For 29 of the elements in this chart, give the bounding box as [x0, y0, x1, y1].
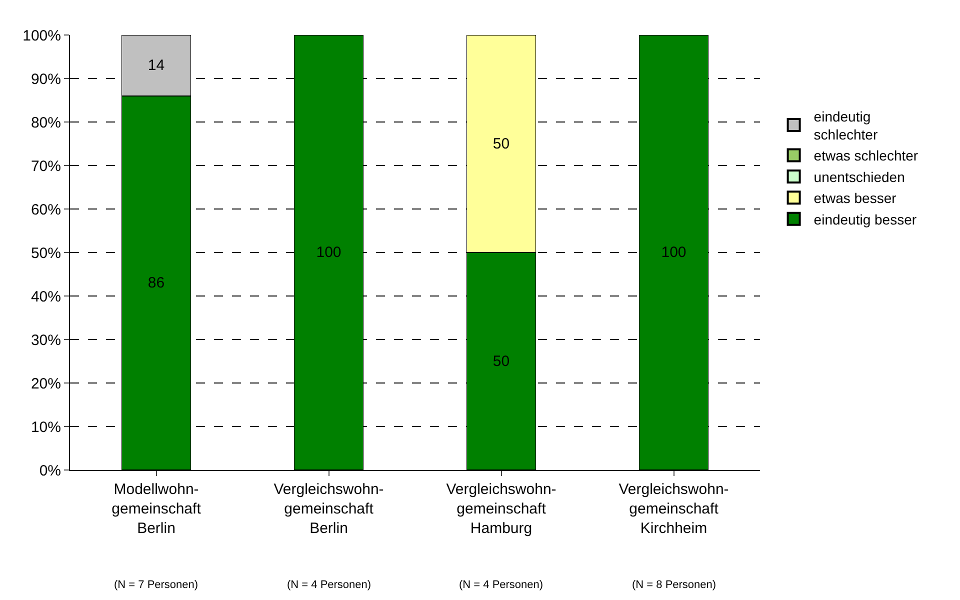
- text: (N = 7 Personen): [114, 579, 198, 591]
- data-label: 100: [316, 244, 342, 261]
- text: (N = 4 Personen): [459, 579, 544, 591]
- x-tick-label: Modellwohn- gemeinschaft Berlin: [112, 481, 202, 537]
- y-tick-label: 20%: [30, 375, 61, 392]
- y-tick-label: 10%: [30, 418, 61, 436]
- legend-label: eindeutig besser: [814, 211, 917, 228]
- y-tick-label: 30%: [30, 332, 61, 349]
- y-tick-label: 40%: [30, 288, 61, 306]
- x-tick-label: Vergleichswohn- gemeinschaft Hamburg: [446, 481, 556, 537]
- data-label: 86: [148, 274, 165, 292]
- data-label: 14: [148, 56, 165, 74]
- y-tick-label: 80%: [30, 114, 61, 132]
- x-tick-label: Vergleichswohn- gemeinschaft Kirchheim: [618, 481, 729, 537]
- text: (N = 4 Personen): [287, 579, 372, 591]
- legend-label: etwas besser: [814, 190, 897, 206]
- y-tick-label: 50%: [30, 244, 61, 262]
- y-tick-label: 70%: [30, 158, 61, 175]
- y-tick-label: 100%: [22, 27, 61, 44]
- y-tick-label: 90%: [30, 70, 61, 88]
- legend-label: unentschieden: [814, 168, 905, 185]
- text: (N = 8 Personen): [632, 579, 716, 591]
- y-tick-label: 60%: [30, 201, 61, 218]
- legend-label: etwas schlechter: [814, 148, 918, 164]
- data-label: 50: [492, 352, 510, 370]
- data-label: 50: [492, 135, 510, 152]
- y-tick-label: 0%: [39, 462, 61, 480]
- x-tick-label: Vergleichswohn- gemeinschaft Berlin: [274, 481, 384, 537]
- data-label: 100: [661, 244, 686, 261]
